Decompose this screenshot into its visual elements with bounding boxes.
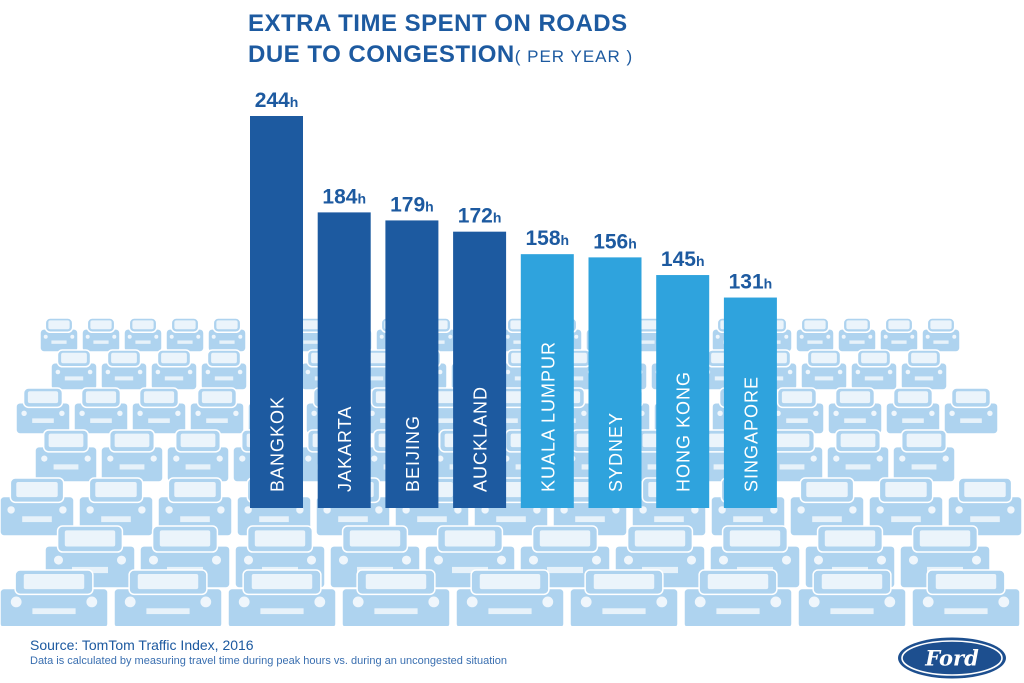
car-icon	[34, 429, 98, 483]
value-unit: h	[696, 253, 705, 269]
car-icon	[166, 429, 230, 483]
car-icon	[911, 569, 1021, 629]
car-icon	[797, 569, 907, 629]
city-label: BANGKOK	[268, 396, 288, 492]
title-line-1: EXTRA TIME SPENT ON ROADS	[248, 10, 628, 37]
car-icon	[189, 387, 245, 435]
car-icon	[15, 387, 71, 435]
traffic-illustration	[0, 317, 1024, 683]
bar-sydney	[588, 257, 642, 508]
title-line-2: DUE TO CONGESTION	[248, 41, 515, 68]
car-icon	[900, 349, 948, 391]
car-icon	[81, 317, 121, 353]
car-icon	[150, 349, 198, 391]
car-icon	[123, 317, 163, 353]
car-icon	[827, 387, 883, 435]
car-icon	[227, 569, 337, 629]
value-label: 172h	[458, 205, 502, 228]
city-label: HONG KONG	[674, 371, 694, 492]
car-icon	[207, 317, 247, 353]
value-unit: h	[493, 210, 502, 226]
bar-beijing	[385, 220, 439, 509]
car-icon	[100, 429, 164, 483]
title-suffix: ( PER YEAR )	[514, 47, 634, 66]
value-unit: h	[628, 235, 637, 251]
car-icon	[569, 569, 679, 629]
car-icon	[100, 349, 148, 391]
car-icon	[885, 387, 941, 435]
bar-singapore	[723, 297, 777, 508]
value-unit: h	[357, 190, 366, 206]
value-unit: h	[764, 276, 773, 292]
city-label: SINGAPORE	[741, 376, 761, 492]
value-unit: h	[290, 94, 299, 110]
car-icon	[341, 569, 451, 629]
car-icon	[683, 569, 793, 629]
source-text: Source: TomTom Traffic Index, 2016	[30, 637, 254, 653]
value-label: 131h	[729, 271, 773, 294]
value-unit: h	[561, 232, 570, 248]
value-label: 244h	[255, 89, 299, 112]
bar-kuala-lumpur	[520, 254, 574, 508]
car-icon	[837, 317, 877, 353]
city-label: JAKARTA	[335, 406, 355, 492]
footnote-text: Data is calculated by measuring travel t…	[30, 655, 507, 667]
car-icon	[943, 387, 999, 435]
car-icon	[795, 317, 835, 353]
car-icon	[39, 317, 79, 353]
bar-auckland	[453, 231, 507, 509]
car-icon	[892, 429, 956, 483]
bars-group: 244h BANGKOK 184h JAKARTA 179h BEIJING 172h AUC…	[250, 89, 777, 509]
car-icon	[50, 349, 98, 391]
city-label: SYDNEY	[606, 412, 626, 492]
bar-hong-kong	[656, 275, 710, 508]
car-icon	[826, 429, 890, 483]
car-icon	[73, 387, 129, 435]
bar-jakarta	[317, 212, 371, 509]
car-icon	[879, 317, 919, 353]
car-icon	[165, 317, 205, 353]
value-label: 158h	[525, 227, 569, 250]
value-label: 179h	[390, 193, 434, 216]
value-unit: h	[425, 198, 434, 214]
chart-title: EXTRA TIME SPENT ON ROADS DUE TO CONGEST…	[248, 8, 633, 72]
value-label: 184h	[322, 185, 366, 208]
car-icon	[131, 387, 187, 435]
city-label: BEIJING	[403, 415, 423, 492]
value-label: 156h	[593, 230, 637, 253]
car-icon	[0, 477, 75, 537]
car-icon	[200, 349, 248, 391]
value-label: 145h	[661, 248, 705, 271]
car-icon	[0, 569, 109, 629]
city-label: KUALA LUMPUR	[538, 341, 558, 492]
svg-text:Ford: Ford	[924, 646, 979, 671]
car-icon	[800, 349, 848, 391]
car-icon	[769, 387, 825, 435]
city-label: AUCKLAND	[471, 386, 491, 492]
car-icon	[113, 569, 223, 629]
car-icon	[921, 317, 961, 353]
ford-logo: Ford	[898, 637, 1006, 679]
car-icon	[850, 349, 898, 391]
car-icon	[455, 569, 565, 629]
bar-bangkok	[250, 116, 303, 508]
